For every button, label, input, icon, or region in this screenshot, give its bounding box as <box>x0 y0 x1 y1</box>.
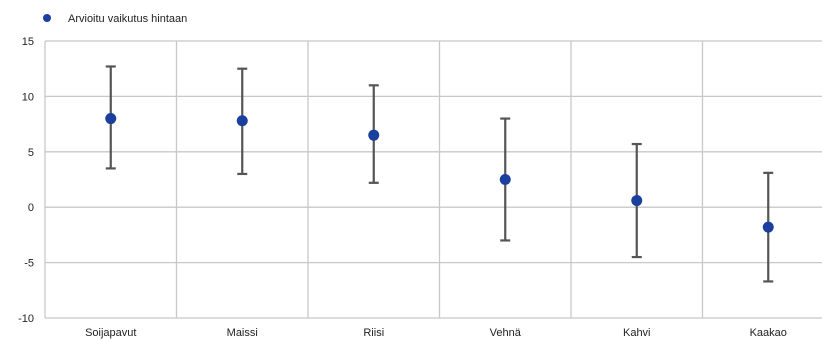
y-tick-label: 10 <box>22 91 34 103</box>
y-tick-label: 0 <box>28 202 34 214</box>
x-tick-label: Soijapavut <box>85 327 136 339</box>
x-tick-label: Maissi <box>227 327 258 339</box>
y-tick-label: 5 <box>28 147 34 159</box>
data-point <box>762 221 774 233</box>
x-tick-label: Kahvi <box>623 327 651 339</box>
x-tick-label: Riisi <box>363 327 384 339</box>
data-point <box>105 113 117 125</box>
data-layer <box>105 65 774 283</box>
y-tick-label: -5 <box>24 258 34 270</box>
data-point <box>499 174 511 185</box>
legend: Arvioitu vaikutus hintaan <box>43 13 187 25</box>
legend-label: Arvioitu vaikutus hintaan <box>68 13 187 25</box>
data-point <box>236 115 248 127</box>
x-tick-label: Kaakao <box>750 327 787 339</box>
legend-marker <box>43 14 51 22</box>
data-point <box>368 129 380 141</box>
y-tick-label: 15 <box>22 36 34 48</box>
grid-layer <box>44 40 822 319</box>
data-point <box>631 195 643 207</box>
y-tick-label: -10 <box>18 313 34 325</box>
x-tick-label: Vehnä <box>490 327 522 339</box>
axis-layer: 15 10 5 0 -5 -10 Soijapavut Maissi Riisi Vehnä Kah… <box>18 36 787 339</box>
